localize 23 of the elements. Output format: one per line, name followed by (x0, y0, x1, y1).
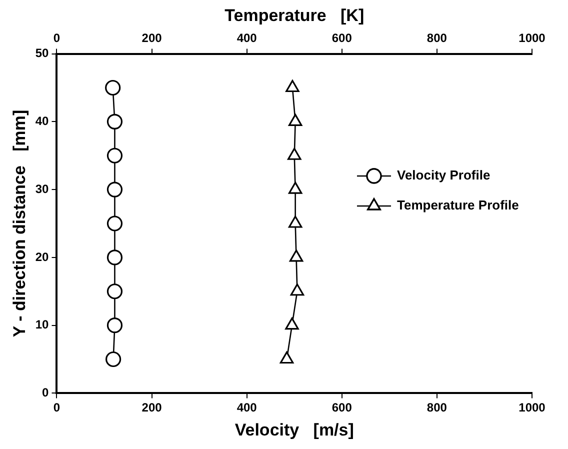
x-tick-label: 0 (53, 400, 60, 415)
x-tick-label: 800 (426, 400, 448, 415)
x-tick-label: 600 (332, 400, 352, 415)
y-axis-title: Y - direction distance [mm] (10, 110, 29, 338)
y-tick-label: 0 (42, 386, 50, 400)
y-tick-label: 10 (35, 318, 50, 332)
legend-label: Temperature Profile (397, 198, 519, 213)
x2-tick-label: 600 (332, 30, 352, 45)
x-tick-label: 400 (236, 400, 258, 415)
y-tick-label: 50 (35, 46, 50, 60)
x2-tick-label: 1000 (518, 30, 546, 45)
x2-tick-label: 200 (142, 30, 162, 45)
x-tick-label: 1000 (518, 400, 546, 415)
x2-tick-label: 800 (426, 30, 448, 45)
y-tick-label: 40 (35, 114, 50, 128)
x2-axis-title: Temperature [K] (224, 6, 364, 25)
y-tick-label: 30 (35, 182, 50, 196)
x2-tick-label: 0 (53, 30, 60, 45)
y-tick-label: 20 (35, 250, 50, 264)
x2-tick-label: 400 (236, 30, 258, 45)
x-tick-label: 200 (142, 400, 162, 415)
x-axis-title: Velocity [m/s] (234, 420, 354, 440)
legend-label: Velocity Profile (397, 168, 490, 183)
